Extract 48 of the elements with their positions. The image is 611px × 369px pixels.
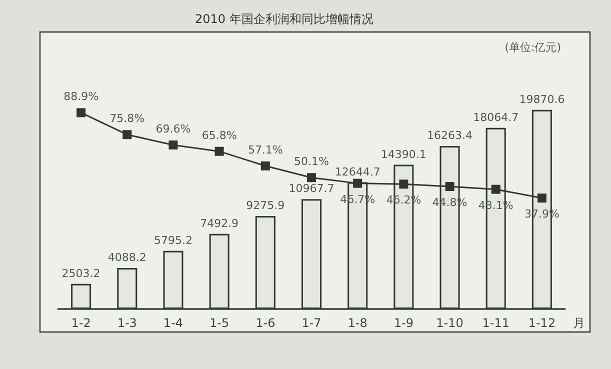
point (76, 108, 86, 118)
x-tick-label: 1-12 (528, 316, 556, 330)
data-label: 75.8% (110, 112, 145, 126)
point (260, 161, 270, 170)
data-label: 10967.7 (288, 182, 334, 196)
data-label: 69.6% (156, 122, 191, 136)
bar (255, 216, 276, 309)
x-tick-label: 1-11 (482, 316, 510, 330)
bar (302, 199, 322, 309)
x-tick-label: 1-3 (117, 316, 137, 330)
data-label: 7492.9 (200, 216, 239, 230)
x-axis-title: 月 (573, 316, 585, 330)
data-label: 2503.2 (62, 266, 100, 280)
point (214, 146, 224, 156)
x-tick-label: 1-4 (163, 316, 184, 330)
data-label: 16263.4 (427, 128, 473, 142)
data-label: 50.1% (294, 155, 329, 168)
x-tick-label: 1-7 (302, 316, 322, 330)
point (399, 180, 408, 189)
data-label: 5795.2 (154, 234, 192, 247)
point (353, 178, 362, 188)
data-label: 88.9% (64, 90, 99, 104)
x-tick-label: 1-2 (71, 316, 91, 330)
x-tick-label: 1-8 (348, 316, 368, 330)
x-tick-label: 1-10 (436, 316, 464, 330)
data-label: 9275.9 (246, 199, 285, 212)
point (537, 194, 546, 203)
point (491, 184, 500, 194)
data-label: 65.8% (202, 128, 237, 142)
text: (单位:亿元) (504, 41, 562, 54)
data-label: 57.1% (248, 143, 283, 156)
point (168, 140, 178, 150)
point (122, 130, 132, 140)
bar (163, 250, 184, 309)
bar (71, 284, 92, 309)
x-tick-label: 1-9 (394, 316, 414, 330)
data-label: 4088.2 (108, 251, 146, 264)
bar (209, 234, 230, 309)
data-label: 14390.1 (380, 148, 426, 161)
point (307, 173, 316, 182)
data-label: 12644.7 (334, 165, 380, 178)
data-label: 18064.7 (473, 110, 519, 124)
x-tick-label: 1-6 (256, 316, 276, 330)
chart-title: 2010 年国企利润和同比增幅情况 (195, 12, 374, 26)
bar (117, 268, 138, 309)
point (445, 182, 454, 191)
x-tick-label: 1-5 (210, 316, 230, 330)
data-label: 19870.6 (519, 92, 565, 106)
